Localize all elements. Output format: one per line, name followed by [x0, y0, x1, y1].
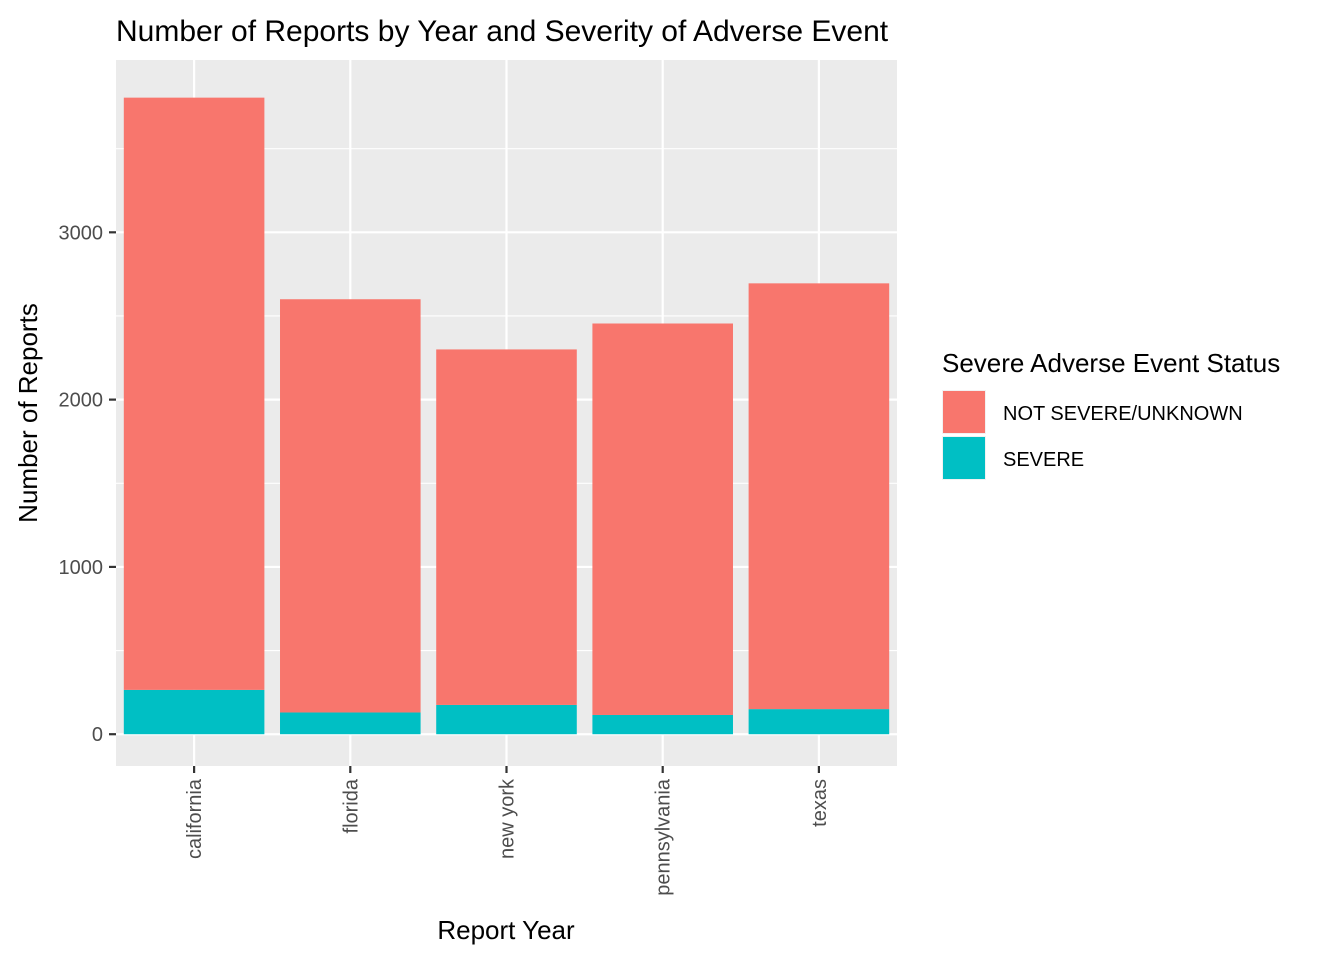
bars: [123, 97, 890, 735]
x-axis: california florida new york pennsylvania tex…: [184, 766, 831, 896]
legend-title: Severe Adverse Event Status: [942, 348, 1280, 378]
legend-swatch: [943, 437, 985, 479]
x-tick-label: new york: [497, 778, 519, 859]
x-axis-title: Report Year: [437, 915, 575, 945]
bar-not-severe: [592, 323, 733, 715]
bar-not-severe: [280, 299, 421, 713]
x-tick-label: florida: [340, 778, 362, 833]
x-tick-label: pennsylvania: [653, 778, 675, 896]
legend-label: SEVERE: [1003, 449, 1084, 471]
y-axis-title: Number of Reports: [13, 303, 43, 523]
y-tick-label: 2000: [59, 390, 104, 412]
legend-label: NOT SEVERE/UNKNOWN: [1003, 403, 1243, 425]
bar-not-severe: [748, 283, 890, 710]
legend: Severe Adverse Event Status NOT SEVERE/U…: [942, 348, 1280, 480]
bar-severe: [436, 704, 577, 735]
bar-not-severe: [123, 97, 265, 690]
y-tick-label: 0: [92, 724, 103, 746]
x-tick-label: texas: [809, 779, 831, 827]
bar-severe: [748, 709, 890, 735]
bar-severe: [123, 689, 265, 735]
y-axis: 0 1000 2000 3000: [59, 222, 116, 746]
bar-not-severe: [436, 349, 577, 705]
bar-severe: [592, 714, 733, 735]
chart-title: Number of Reports by Year and Severity o…: [116, 15, 889, 48]
y-tick-label: 1000: [59, 557, 104, 579]
legend-swatch: [943, 391, 985, 433]
x-tick-label: california: [184, 778, 206, 859]
y-tick-label: 3000: [59, 222, 104, 244]
bar-severe: [280, 712, 421, 735]
